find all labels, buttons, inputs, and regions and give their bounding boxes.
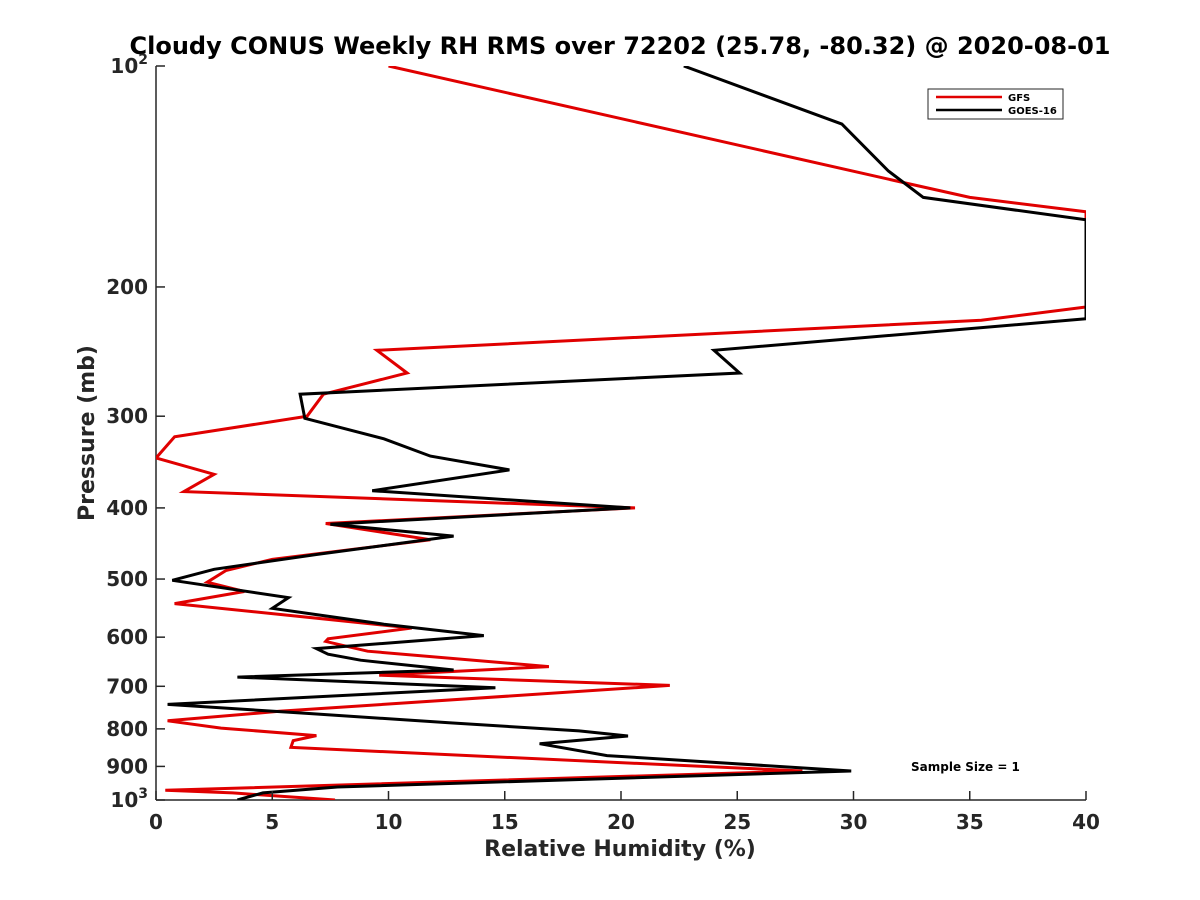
- x-tick-label: 10: [375, 810, 403, 834]
- x-tick-label: 40: [1072, 810, 1100, 834]
- series-line-gfs: [156, 66, 1086, 800]
- y-tick-label: 600: [106, 625, 148, 649]
- y-tick-label: 200: [106, 275, 148, 299]
- x-tick-label: 20: [607, 810, 635, 834]
- y-tick-label: 800: [106, 717, 148, 741]
- x-tick-label: 15: [491, 810, 519, 834]
- tick-layer: 0 5 10 15 20 25 30 35 40 102 200 300 400 500 600 700 800…: [106, 52, 1100, 834]
- y-tick-label: 900: [106, 754, 148, 778]
- y-axis-label: Pressure (mb): [75, 345, 100, 521]
- y-tick-label: 300: [106, 404, 148, 428]
- x-axis-label: Relative Humidity (%): [484, 837, 756, 862]
- y-tick-label: 102: [110, 52, 148, 78]
- x-tick-label: 5: [265, 810, 279, 834]
- x-tick-label: 35: [956, 810, 984, 834]
- legend-label-goes16: GOES-16: [1008, 106, 1057, 117]
- plot-area: 0 5 10 15 20 25 30 35 40 102 200 300 400 500 600 700 800…: [106, 52, 1100, 834]
- sample-size-annotation: Sample Size = 1: [911, 760, 1020, 774]
- y-tick-label: 500: [106, 567, 148, 591]
- series-layer: [156, 66, 1086, 800]
- chart-title: Cloudy CONUS Weekly RH RMS over 72202 (2…: [130, 32, 1111, 60]
- x-tick-label: 0: [149, 810, 163, 834]
- x-tick-label: 25: [723, 810, 751, 834]
- legend-label-gfs: GFS: [1008, 93, 1030, 104]
- x-tick-label: 30: [840, 810, 868, 834]
- series-line-goes16: [167, 66, 1086, 800]
- y-tick-label: 400: [106, 496, 148, 520]
- y-tick-label: 103: [110, 786, 148, 812]
- y-tick-label: 700: [106, 674, 148, 698]
- legend-box: [927, 88, 1064, 120]
- legend: GFS GOES-16: [927, 88, 1064, 120]
